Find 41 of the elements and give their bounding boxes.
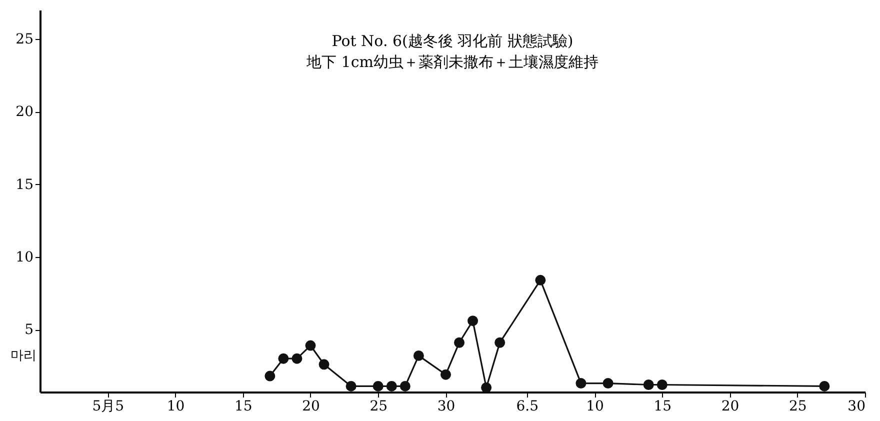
point bbox=[400, 380, 410, 392]
point bbox=[386, 380, 397, 392]
x-tick-label: 20 bbox=[721, 398, 740, 414]
x-tick-label: 6.5 bbox=[516, 398, 539, 414]
x-tick-label: 25 bbox=[788, 398, 807, 414]
point bbox=[278, 353, 289, 364]
x-tick-label: 15 bbox=[234, 398, 252, 414]
text: 地下 1cm幼虫＋薬剤未撒布＋土壤濕度維持 bbox=[306, 53, 598, 71]
x-tick-label: 30 bbox=[848, 398, 866, 414]
x-tick-label: 20 bbox=[302, 398, 320, 414]
point bbox=[535, 274, 546, 286]
point bbox=[372, 380, 384, 392]
x-tick-label: 5月5 bbox=[92, 398, 124, 414]
y-axis-title: 마리 bbox=[10, 348, 36, 364]
y-tick-label: 15 bbox=[16, 176, 34, 193]
y-tick-label: 10 bbox=[16, 249, 34, 266]
point bbox=[494, 337, 506, 348]
point bbox=[656, 380, 668, 390]
point bbox=[454, 337, 465, 348]
point bbox=[264, 370, 276, 382]
text: Pot No. 6(越冬後 羽化前 狀態試驗) bbox=[332, 32, 574, 50]
x-tick-label: 15 bbox=[654, 398, 672, 414]
point bbox=[602, 378, 614, 389]
y-tick-label: 20 bbox=[16, 104, 34, 120]
y-tick-label: 5 bbox=[24, 322, 34, 338]
point bbox=[413, 350, 424, 361]
point bbox=[643, 380, 654, 390]
point bbox=[318, 359, 330, 370]
point bbox=[305, 340, 316, 351]
point bbox=[346, 380, 356, 392]
x-tick-label: 30 bbox=[437, 398, 456, 414]
point bbox=[576, 378, 586, 389]
point bbox=[481, 382, 492, 393]
point bbox=[292, 353, 302, 364]
x-tick-label: 10 bbox=[166, 398, 185, 414]
x-tick-label: 25 bbox=[370, 398, 388, 414]
point bbox=[468, 316, 478, 326]
point bbox=[440, 369, 451, 380]
point bbox=[819, 380, 830, 392]
y-tick-label: 25 bbox=[16, 32, 34, 48]
x-tick-label: 10 bbox=[586, 398, 604, 414]
